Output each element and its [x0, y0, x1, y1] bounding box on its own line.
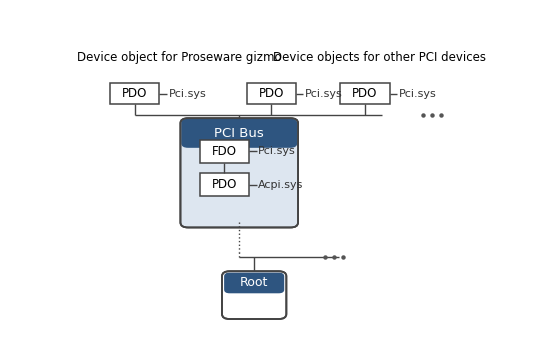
Text: PDO: PDO	[212, 178, 237, 191]
Bar	[247, 83, 296, 104]
FancyBboxPatch shape	[222, 271, 287, 319]
Text: PCI Bus: PCI Bus	[214, 127, 264, 140]
Text: Pci.sys: Pci.sys	[399, 89, 437, 99]
FancyBboxPatch shape	[224, 273, 284, 293]
Text: PDO: PDO	[122, 87, 147, 101]
Text: Pci.sys: Pci.sys	[258, 146, 296, 156]
Text: FDO: FDO	[212, 145, 237, 158]
Text: Pci.sys: Pci.sys	[305, 89, 343, 99]
Text: Acpi.sys: Acpi.sys	[258, 180, 304, 190]
Bar	[340, 83, 389, 104]
Text: PDO: PDO	[258, 87, 284, 101]
Text: Root: Root	[240, 277, 268, 289]
FancyBboxPatch shape	[182, 119, 297, 148]
Text: Device object for Proseware gizmo: Device object for Proseware gizmo	[77, 50, 282, 64]
Bar	[200, 173, 249, 196]
FancyBboxPatch shape	[180, 118, 298, 228]
Bar	[200, 140, 249, 163]
Text: Device objects for other PCI devices: Device objects for other PCI devices	[273, 50, 486, 64]
Bar	[232, 283, 277, 290]
Text: Pci.sys: Pci.sys	[169, 89, 206, 99]
Text: PDO: PDO	[353, 87, 378, 101]
Bar	[111, 83, 160, 104]
Bar	[190, 133, 288, 143]
